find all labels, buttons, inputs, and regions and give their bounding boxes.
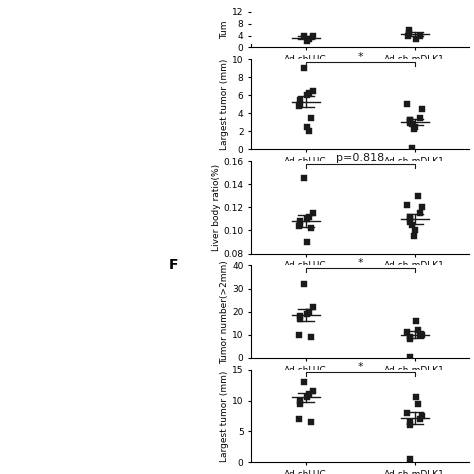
Point (309, 303, 317, 311)
Point (412, 35, 420, 42)
Point (406, 336, 414, 343)
Point (404, 409, 411, 417)
Point (303, 215, 311, 223)
Point (303, 238, 311, 246)
Point (300, 64, 308, 72)
Point (297, 96, 304, 104)
Y-axis label: Liver body ratio(%): Liver body ratio(%) (212, 164, 221, 251)
Point (308, 224, 315, 232)
Point (305, 35, 313, 42)
Point (407, 213, 414, 220)
Text: F: F (168, 258, 178, 272)
Point (412, 317, 420, 325)
Point (303, 393, 311, 401)
Point (305, 308, 313, 316)
Point (297, 312, 304, 320)
Point (406, 455, 414, 463)
Point (410, 125, 418, 132)
Point (418, 204, 426, 211)
Point (408, 144, 415, 151)
Y-axis label: Tumor number(>2mm): Tumor number(>2mm) (220, 260, 229, 364)
Point (303, 123, 311, 131)
Point (416, 415, 424, 423)
Point (414, 192, 422, 200)
Point (406, 215, 414, 223)
Point (309, 32, 317, 39)
Point (414, 400, 422, 407)
Point (406, 118, 414, 126)
Point (406, 29, 413, 36)
Point (404, 328, 411, 336)
Point (297, 100, 304, 108)
Point (308, 114, 315, 122)
Point (295, 415, 303, 423)
Point (407, 116, 414, 123)
Text: p=0.818: p=0.818 (336, 154, 384, 164)
Point (305, 391, 313, 398)
Point (297, 220, 304, 228)
Point (410, 232, 418, 240)
Point (408, 221, 416, 228)
Point (416, 331, 424, 338)
Point (303, 310, 311, 318)
Point (407, 333, 414, 341)
Point (295, 222, 303, 230)
Point (418, 331, 426, 338)
Point (295, 331, 303, 338)
Y-axis label: Largest tumor (mm): Largest tumor (mm) (220, 59, 229, 150)
Point (418, 412, 426, 420)
Point (404, 32, 412, 39)
Text: *: * (357, 258, 363, 268)
Point (297, 400, 304, 407)
Point (417, 32, 424, 39)
Point (308, 333, 315, 341)
Point (309, 87, 317, 95)
Text: *: * (357, 362, 363, 372)
Point (416, 114, 424, 122)
Point (297, 218, 304, 225)
Y-axis label: Tum: Tum (220, 20, 229, 39)
Point (406, 218, 414, 225)
Y-axis label: Largest tumor (mm): Largest tumor (mm) (220, 370, 229, 462)
Point (297, 315, 304, 322)
Point (406, 117, 414, 124)
Point (305, 213, 313, 220)
Point (406, 353, 414, 361)
Point (300, 32, 308, 39)
Point (300, 378, 308, 386)
Point (300, 175, 308, 182)
Point (418, 105, 426, 113)
Point (303, 91, 311, 99)
Point (309, 210, 317, 217)
Text: *: * (357, 52, 363, 62)
Point (297, 397, 304, 404)
Point (309, 387, 317, 395)
Point (406, 421, 414, 429)
Point (414, 327, 422, 334)
Point (411, 227, 419, 234)
Point (305, 90, 313, 97)
Point (303, 38, 311, 46)
Point (416, 210, 424, 217)
Point (408, 120, 416, 128)
Point (411, 123, 419, 131)
Point (305, 128, 313, 135)
Point (406, 26, 413, 34)
Point (412, 393, 420, 401)
Point (407, 419, 414, 426)
Point (404, 201, 411, 209)
Point (308, 419, 315, 426)
Point (300, 280, 308, 288)
Point (404, 100, 411, 108)
Point (295, 102, 303, 110)
